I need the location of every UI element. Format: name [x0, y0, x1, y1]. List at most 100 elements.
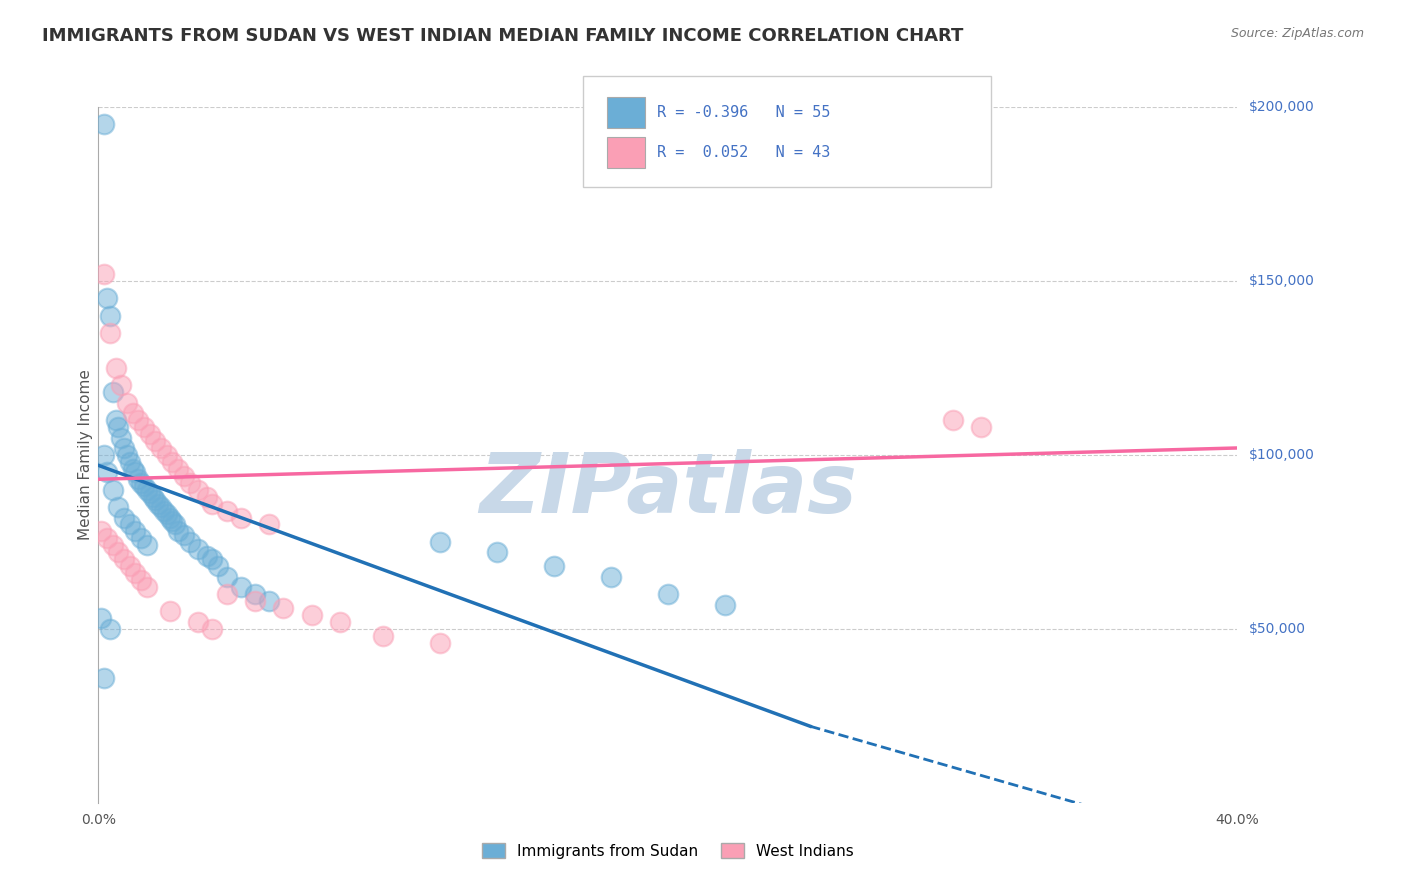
Text: R =  0.052   N = 43: R = 0.052 N = 43: [657, 145, 830, 160]
Point: [329, 615, 352, 629]
Point: [90, 611, 112, 625]
Point: [110, 378, 132, 392]
Point: [301, 607, 323, 622]
Point: [187, 541, 209, 556]
Point: [195, 549, 218, 563]
Point: [101, 538, 124, 552]
Text: $200,000: $200,000: [1249, 100, 1315, 114]
Point: [115, 448, 138, 462]
Point: [159, 510, 181, 524]
Point: [124, 524, 146, 539]
Point: [135, 483, 157, 497]
Point: [243, 587, 266, 601]
Point: [207, 559, 229, 574]
Point: [107, 545, 129, 559]
Point: [970, 420, 993, 434]
Point: [121, 462, 143, 476]
Point: [118, 559, 141, 574]
Point: [93, 671, 115, 685]
Text: $150,000: $150,000: [1249, 274, 1315, 288]
Point: [98, 326, 121, 340]
Point: [153, 503, 176, 517]
Point: [129, 475, 152, 490]
Point: [96, 532, 118, 546]
Point: [132, 420, 155, 434]
Point: [229, 580, 252, 594]
Point: [259, 594, 281, 608]
Point: [104, 360, 127, 375]
Point: [942, 413, 965, 427]
Point: [135, 538, 157, 552]
Point: [215, 503, 238, 517]
Point: [429, 534, 451, 549]
Point: [657, 587, 679, 601]
Legend: Immigrants from Sudan, West Indians: Immigrants from Sudan, West Indians: [475, 837, 860, 864]
Point: [543, 559, 565, 574]
Point: [165, 517, 187, 532]
Point: [159, 605, 181, 619]
Point: [132, 479, 155, 493]
Point: [107, 420, 129, 434]
Point: [156, 448, 179, 462]
Point: [110, 430, 132, 444]
Point: [187, 483, 209, 497]
Point: [118, 455, 141, 469]
Point: [179, 534, 201, 549]
Point: [201, 622, 224, 636]
Point: [714, 598, 737, 612]
Point: [259, 517, 281, 532]
Point: [107, 500, 129, 514]
Point: [486, 545, 509, 559]
Point: [98, 622, 121, 636]
Point: [167, 462, 190, 476]
Point: [138, 427, 160, 442]
Point: [129, 573, 152, 587]
Point: [93, 448, 115, 462]
Point: [101, 483, 124, 497]
Point: [173, 528, 195, 542]
Point: [148, 497, 170, 511]
Point: [129, 532, 152, 546]
Point: [98, 309, 121, 323]
Point: [273, 601, 295, 615]
Point: [118, 517, 141, 532]
Text: IMMIGRANTS FROM SUDAN VS WEST INDIAN MEDIAN FAMILY INCOME CORRELATION CHART: IMMIGRANTS FROM SUDAN VS WEST INDIAN MED…: [42, 27, 963, 45]
Point: [138, 486, 160, 500]
Point: [429, 636, 451, 650]
Point: [145, 493, 167, 508]
Point: [104, 413, 127, 427]
Point: [201, 497, 224, 511]
Point: [215, 570, 238, 584]
Y-axis label: Median Family Income: Median Family Income: [77, 369, 93, 541]
Point: [112, 552, 135, 566]
Point: [96, 466, 118, 480]
Point: [229, 510, 252, 524]
Point: [121, 406, 143, 420]
Point: [215, 587, 238, 601]
Point: [162, 455, 184, 469]
Point: [173, 468, 195, 483]
Point: [141, 490, 163, 504]
Text: Source: ZipAtlas.com: Source: ZipAtlas.com: [1230, 27, 1364, 40]
Point: [156, 507, 179, 521]
Text: ZIPatlas: ZIPatlas: [479, 450, 856, 530]
Point: [162, 514, 184, 528]
Point: [124, 566, 146, 581]
Point: [115, 395, 138, 409]
Point: [93, 117, 115, 131]
Point: [124, 466, 146, 480]
Point: [101, 385, 124, 400]
Point: [195, 490, 218, 504]
Point: [96, 291, 118, 305]
Point: [243, 594, 266, 608]
Point: [150, 500, 173, 514]
Point: [167, 524, 190, 539]
Point: [179, 475, 201, 490]
Point: [127, 413, 149, 427]
Point: [112, 510, 135, 524]
Point: [145, 434, 167, 448]
Point: [112, 441, 135, 455]
Point: [201, 552, 224, 566]
Point: [127, 472, 149, 486]
Point: [373, 629, 395, 643]
